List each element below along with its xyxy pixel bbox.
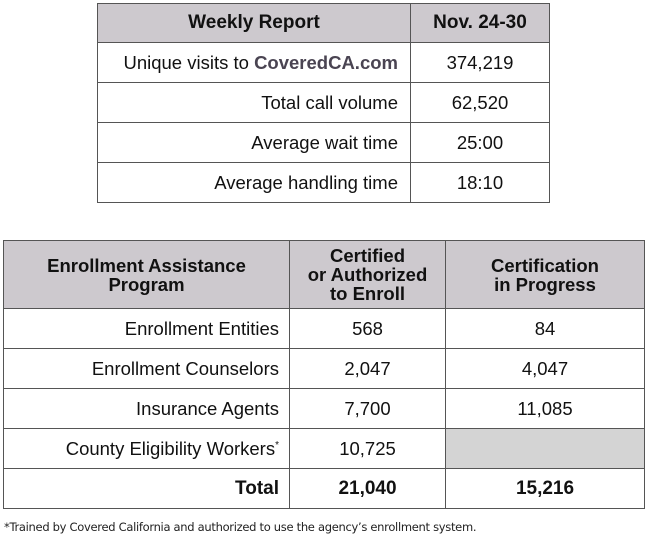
heading-line: Enrollment Assistance xyxy=(47,254,246,276)
program-heading: Enrollment Assistance Program xyxy=(3,240,290,309)
label-text: County Eligibility Workers xyxy=(65,437,276,459)
heading-line: to Enroll xyxy=(329,283,406,304)
enrollment-header-row: Enrollment Assistance Program Certified or… xyxy=(3,240,645,309)
row-label: Average wait time xyxy=(97,122,411,163)
weekly-report-table: Weekly Report Nov. 24-30 Unique visits t… xyxy=(97,3,550,203)
enrollment-table: Enrollment Assistance Program Certified or… xyxy=(3,240,645,509)
table-row: Average wait time 25:00 xyxy=(97,122,550,163)
weekly-report-heading: Weekly Report xyxy=(97,3,411,43)
row-label: Enrollment Counselors xyxy=(3,348,290,389)
certified-value: 10,725 xyxy=(289,428,446,469)
label-prefix: Unique visits to xyxy=(123,51,255,73)
row-label: Insurance Agents xyxy=(3,388,290,429)
row-label: Average handling time xyxy=(97,162,411,203)
heading-line: Program xyxy=(108,273,185,295)
row-value: 18:10 xyxy=(410,162,550,203)
heading-line: or Authorized xyxy=(307,264,428,285)
total-in-progress: 15,216 xyxy=(445,468,645,509)
row-label: Enrollment Entities xyxy=(3,308,290,349)
in-progress-value: 84 xyxy=(445,308,645,349)
row-value: 62,520 xyxy=(410,82,550,123)
heading-line: in Progress xyxy=(494,273,596,295)
certified-value: 568 xyxy=(289,308,446,349)
table-row: Total call volume 62,520 xyxy=(97,82,550,123)
in-progress-value: 4,047 xyxy=(445,348,645,389)
table-row: Insurance Agents 7,700 11,085 xyxy=(3,388,645,429)
table-row: Enrollment Entities 568 84 xyxy=(3,308,645,349)
heading-line: Certified xyxy=(329,245,406,266)
total-certified: 21,040 xyxy=(289,468,446,509)
row-label: Unique visits to CoveredCA.com xyxy=(97,42,411,83)
heading-line: Certification xyxy=(491,254,599,276)
table-row: Enrollment Counselors 2,047 4,047 xyxy=(3,348,645,389)
weekly-header-row: Weekly Report Nov. 24-30 xyxy=(97,3,550,43)
certified-value: 2,047 xyxy=(289,348,446,389)
certified-heading: Certified or Authorized to Enroll xyxy=(289,240,446,309)
row-value: 25:00 xyxy=(410,122,550,163)
brand-link-text: CoveredCA.com xyxy=(254,51,398,73)
in-progress-empty-cell xyxy=(445,428,645,469)
table-row: Average handling time 18:10 xyxy=(97,162,550,203)
certified-value: 7,700 xyxy=(289,388,446,429)
total-row: Total 21,040 15,216 xyxy=(3,468,645,509)
row-label: Total call volume xyxy=(97,82,411,123)
in-progress-heading: Certification in Progress xyxy=(445,240,645,309)
table-row: County Eligibility Workers* 10,725 xyxy=(3,428,645,469)
total-label: Total xyxy=(3,468,290,509)
in-progress-value: 11,085 xyxy=(445,388,645,429)
footnote: *Trained by Covered California and autho… xyxy=(4,520,477,534)
footnote-marker: * xyxy=(275,439,279,451)
row-label: County Eligibility Workers* xyxy=(3,428,290,469)
row-value: 374,219 xyxy=(410,42,550,83)
date-range-heading: Nov. 24-30 xyxy=(410,3,550,43)
table-row: Unique visits to CoveredCA.com 374,219 xyxy=(97,42,550,83)
